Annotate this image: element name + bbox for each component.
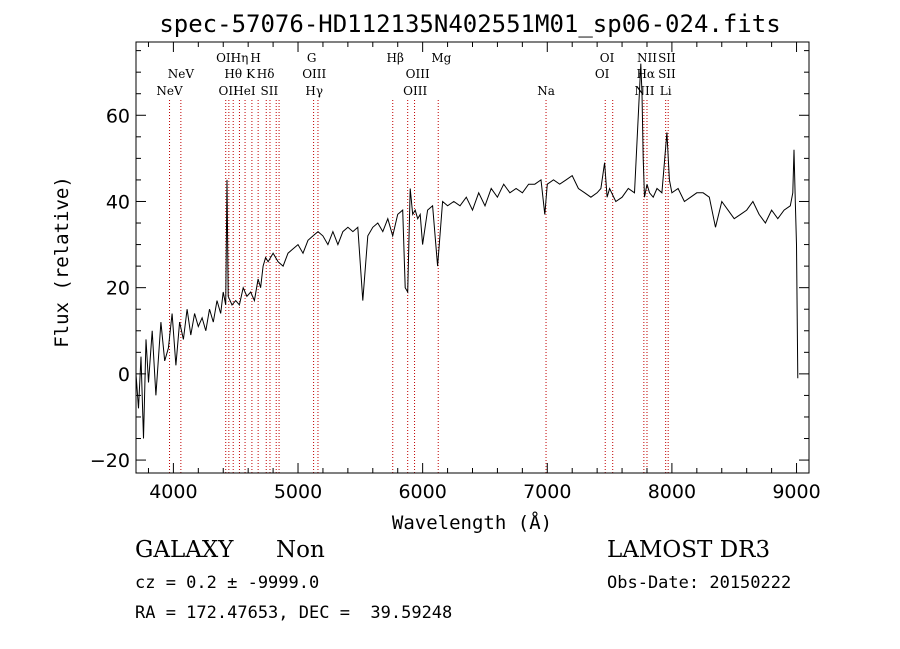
line-label: SII <box>658 67 676 81</box>
line-label: NeV <box>168 67 195 81</box>
line-label: NII <box>637 51 657 65</box>
line-label: Hδ <box>257 67 275 81</box>
line-label: Li <box>660 84 672 98</box>
line-label: Hη <box>231 51 249 65</box>
y-axis-label: Flux (relative) <box>51 176 73 348</box>
line-label: OI <box>595 67 610 81</box>
line-label: NII <box>634 84 654 98</box>
survey-name: LAMOST DR3 <box>607 537 771 563</box>
line-label: HeI <box>233 84 256 98</box>
line-label: OII <box>216 51 236 65</box>
plot-frame <box>135 41 810 474</box>
x-axis-ticks: 4000 5000 6000 7000 8000 9000 <box>147 42 821 503</box>
x-tick-label: 5000 <box>274 481 322 503</box>
y-tick-label: 60 <box>106 105 130 127</box>
line-label: OIII <box>302 67 326 81</box>
line-label: Hβ <box>387 51 404 65</box>
object-subclass: Non <box>276 537 325 563</box>
flux-series-line <box>135 63 799 439</box>
x-tick-label: 6000 <box>398 481 446 503</box>
line-label: Mg <box>431 51 451 65</box>
emission-line-markers <box>169 100 669 473</box>
line-label: OIII <box>403 84 427 98</box>
x-axis-label: Wavelength (Å) <box>392 511 552 534</box>
line-label: Na <box>537 84 555 98</box>
redshift-cz: cz = 0.2 ± -9999.0 <box>135 573 320 593</box>
x-tick-label: 7000 <box>523 481 571 503</box>
y-tick-label: 20 <box>106 278 130 300</box>
line-label: OII <box>219 84 239 98</box>
observation-date: Obs-Date: 20150222 <box>607 573 792 593</box>
y-tick-label: 0 <box>118 364 130 386</box>
line-label: Hα <box>636 67 655 81</box>
y-tick-label: 40 <box>106 191 130 213</box>
line-label: Hθ <box>224 67 242 81</box>
y-tick-label: −20 <box>90 450 130 472</box>
coordinates: RA = 172.47653, DEC = 39.59248 <box>135 603 453 623</box>
x-tick-label: 9000 <box>772 481 820 503</box>
line-label: G <box>307 51 317 65</box>
line-label: OI <box>600 51 615 65</box>
line-label: Hγ <box>305 84 323 98</box>
x-tick-label: 4000 <box>149 481 197 503</box>
object-class: GALAXY <box>135 537 234 563</box>
line-label: H <box>250 51 260 65</box>
line-label: NeV <box>156 84 183 98</box>
line-label: K <box>246 67 256 81</box>
chart-title: spec-57076-HD112135N402551M01_sp06-024.f… <box>159 10 780 38</box>
line-label: OIII <box>406 67 430 81</box>
y-axis-ticks: −20 0 20 40 60 <box>90 50 809 472</box>
line-label: SII <box>658 51 676 65</box>
line-label: SII <box>261 84 279 98</box>
x-tick-label: 8000 <box>648 481 696 503</box>
